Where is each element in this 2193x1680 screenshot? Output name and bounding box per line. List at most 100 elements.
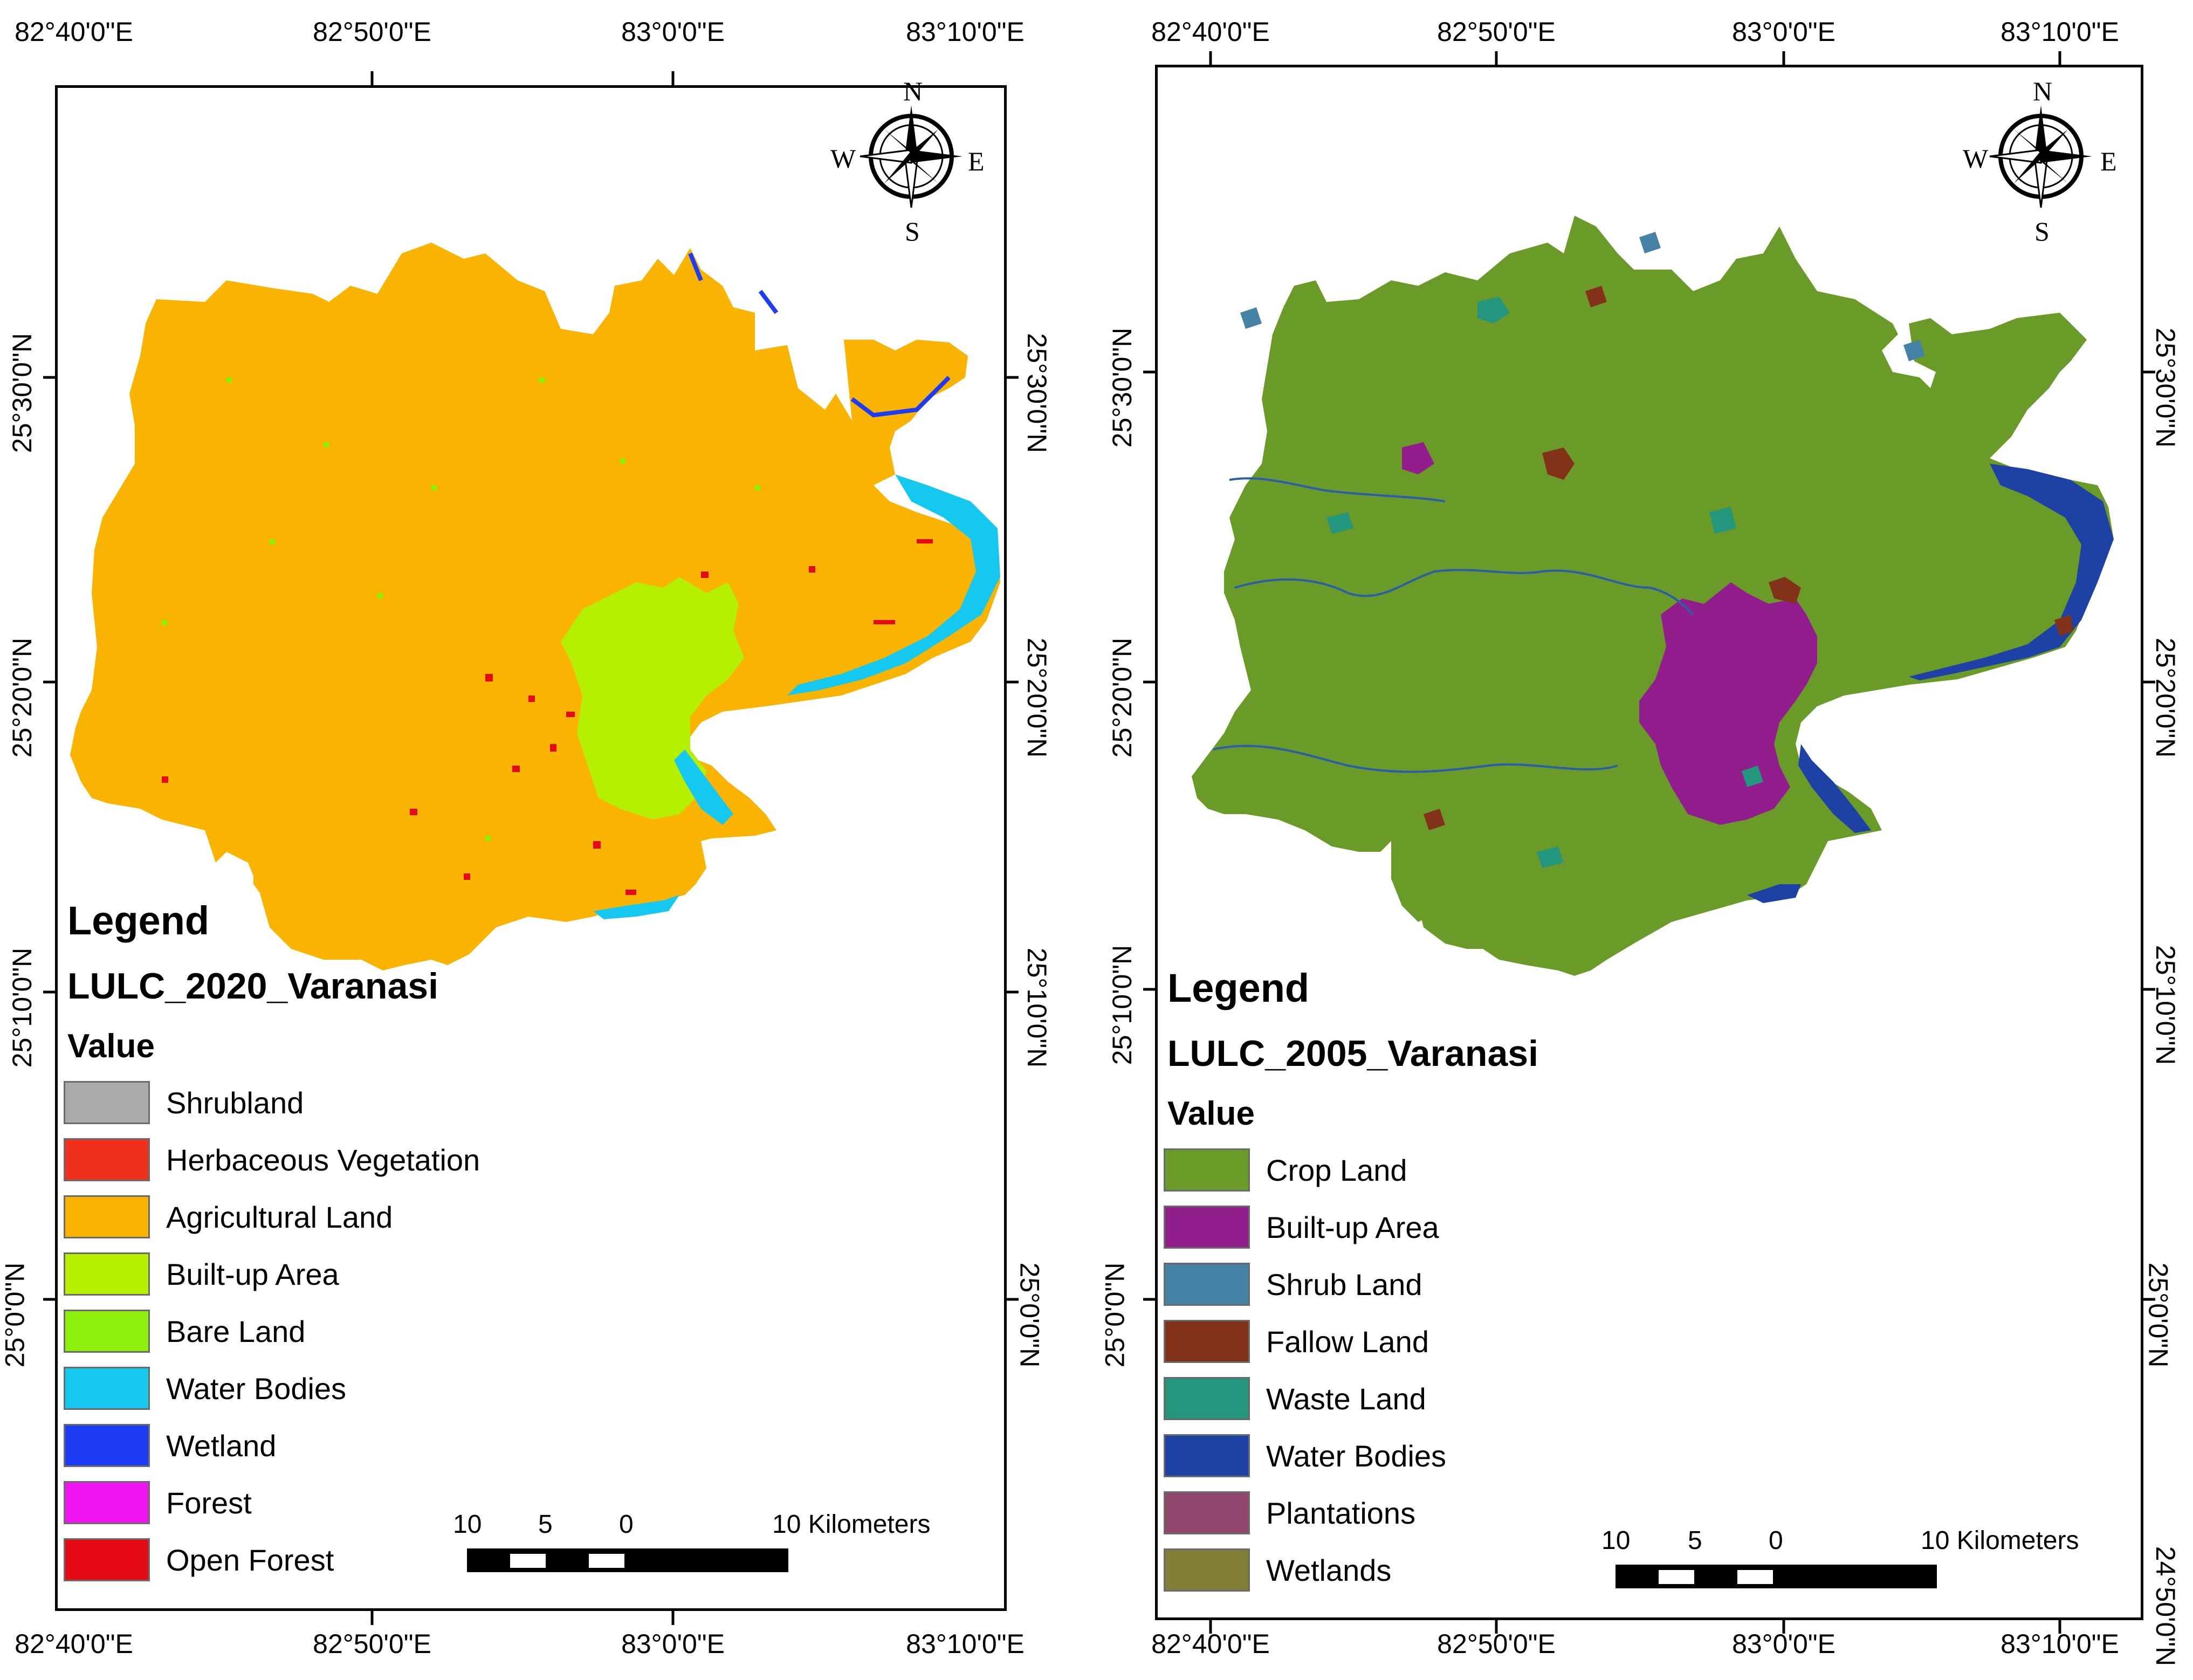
right-compass-w: W <box>1963 143 1989 174</box>
river-lines <box>1213 477 1694 773</box>
left-scalebar-label: 10 <box>453 1510 482 1539</box>
left-bottom-lon-label: 82°50'0"E <box>313 1629 431 1659</box>
legend-item-label: Wetland <box>166 1428 277 1463</box>
legend-item-label: Water Bodies <box>1266 1438 1447 1473</box>
left-map-frame <box>55 85 1007 1611</box>
left-map-panel: 82°40'0"E 82°50'0"E 83°0'0"E 83°10'0"E 8… <box>0 0 1057 1680</box>
legend-swatch <box>64 1252 150 1296</box>
right-compass <box>1989 105 2092 208</box>
legend-item: Plantations <box>1164 1491 1415 1534</box>
legend-swatch <box>1164 1148 1250 1192</box>
left-top-lon-label: 82°50'0"E <box>313 17 431 47</box>
right-scalebar-end-label: 10 Kilometers <box>1921 1526 2079 1555</box>
legend-swatch <box>64 1081 150 1124</box>
legend-item-label: Wetlands <box>1266 1553 1392 1587</box>
left-top-lon-label: 82°40'0"E <box>15 17 133 47</box>
agricultural-land-area <box>70 243 1000 970</box>
shrub-land-patches <box>1240 232 1925 361</box>
legend-item-label: Fallow Land <box>1266 1324 1429 1359</box>
right-scalebar <box>1615 1565 1937 1588</box>
legend-item-label: Shrubland <box>166 1085 304 1120</box>
right-scalebar-label: 10 <box>1601 1526 1631 1555</box>
legend-item: Herbaceous Vegetation <box>64 1138 480 1181</box>
right-compass-s: S <box>2034 216 2050 246</box>
legend-item: Agricultural Land <box>64 1195 393 1238</box>
left-lulc-map <box>43 71 1019 1625</box>
legend-item: Wetlands <box>1164 1548 1391 1592</box>
built-up-area <box>1639 582 1817 825</box>
legend-swatch <box>1164 1434 1250 1477</box>
legend-item: Water Bodies <box>1164 1434 1446 1477</box>
legend-item-label: Herbaceous Vegetation <box>166 1142 480 1177</box>
left-legend-title: Legend <box>67 898 210 943</box>
legend-swatch <box>1164 1548 1250 1592</box>
legend-swatch <box>64 1538 150 1581</box>
legend-swatch <box>1164 1263 1250 1306</box>
left-compass-n: N <box>903 76 923 106</box>
crop-land-area <box>1192 216 2114 976</box>
right-bottom-lon-label: 82°40'0"E <box>1151 1629 1270 1659</box>
left-top-lon-label: 83°0'0"E <box>621 17 725 47</box>
right-map-frame <box>1155 65 2143 1620</box>
legend-item: Waste Land <box>1164 1377 1426 1420</box>
legend-item-label: Shrub Land <box>1266 1267 1422 1302</box>
right-legend-layer: LULC_2005_Varanasi <box>1167 1033 1538 1074</box>
fallow-land-patches <box>1424 286 2073 830</box>
legend-item-label: Plantations <box>1266 1496 1416 1530</box>
legend-item-label: Open Forest <box>166 1543 334 1577</box>
legend-item-label: Waste Land <box>1266 1381 1426 1416</box>
right-bottom-lon-label: 83°0'0"E <box>1732 1629 1835 1659</box>
left-compass-w: W <box>830 143 856 174</box>
built-up-area <box>561 577 744 820</box>
waste-land-patches <box>1326 297 1763 868</box>
open-forest-patches <box>162 539 933 895</box>
legend-item-label: Bare Land <box>166 1314 306 1348</box>
left-scalebar-end-label: 10 Kilometers <box>772 1510 931 1539</box>
right-top-lon-label: 83°0'0"E <box>1732 17 1835 47</box>
legend-item: Shrubland <box>64 1081 304 1124</box>
legend-swatch <box>1164 1320 1250 1363</box>
legend-swatch <box>64 1424 150 1467</box>
legend-swatch <box>64 1367 150 1410</box>
left-legend-layer: LULC_2020_Varanasi <box>67 966 438 1007</box>
right-compass-n: N <box>2033 76 2053 106</box>
legend-item: Built-up Area <box>64 1252 339 1296</box>
legend-item-label: Built-up Area <box>1266 1210 1439 1244</box>
built-up-scatter <box>162 377 760 841</box>
right-bottom-lon-label: 83°10'0"E <box>2000 1629 2119 1659</box>
left-bottom-lon-label: 82°40'0"E <box>15 1629 133 1659</box>
right-grid-ticks <box>1143 51 2155 1634</box>
legend-swatch <box>64 1310 150 1353</box>
legend-item: Forest <box>64 1481 252 1524</box>
left-top-lon-label: 83°10'0"E <box>906 17 1025 47</box>
right-top-lon-label: 83°10'0"E <box>2000 17 2119 47</box>
right-map-panel: 82°40'0"E 82°50'0"E 83°0'0"E 83°10'0"E 8… <box>1099 0 2193 1680</box>
legend-swatch <box>1164 1377 1250 1420</box>
right-legend-field: Value <box>1167 1095 1255 1132</box>
right-scalebar-label: 0 <box>1769 1526 1783 1555</box>
left-bottom-lon-label: 83°10'0"E <box>906 1629 1025 1659</box>
legend-item-label: Crop Land <box>1266 1153 1407 1187</box>
left-compass-e: E <box>968 146 985 176</box>
left-scalebar <box>467 1548 788 1572</box>
legend-item-label: Water Bodies <box>166 1371 347 1406</box>
left-bottom-lon-label: 83°0'0"E <box>621 1629 725 1659</box>
legend-item: Fallow Land <box>1164 1320 1429 1363</box>
right-top-lon-label: 82°50'0"E <box>1437 17 1556 47</box>
right-bottom-lon-label: 82°50'0"E <box>1437 1629 1556 1659</box>
legend-swatch <box>1164 1206 1250 1249</box>
legend-swatch <box>64 1481 150 1524</box>
wetland <box>688 252 951 418</box>
right-scalebar-label: 5 <box>1688 1526 1702 1555</box>
left-legend-field: Value <box>67 1028 155 1065</box>
legend-swatch <box>64 1138 150 1181</box>
legend-item: Shrub Land <box>1164 1263 1422 1306</box>
right-compass-e: E <box>2100 146 2117 176</box>
legend-item: Open Forest <box>64 1538 334 1581</box>
legend-swatch <box>64 1195 150 1238</box>
legend-item: Bare Land <box>64 1310 305 1353</box>
right-top-lon-label: 82°40'0"E <box>1151 17 1270 47</box>
right-legend-title: Legend <box>1167 966 1310 1010</box>
left-compass <box>860 105 963 208</box>
left-scalebar-label: 0 <box>619 1510 634 1539</box>
